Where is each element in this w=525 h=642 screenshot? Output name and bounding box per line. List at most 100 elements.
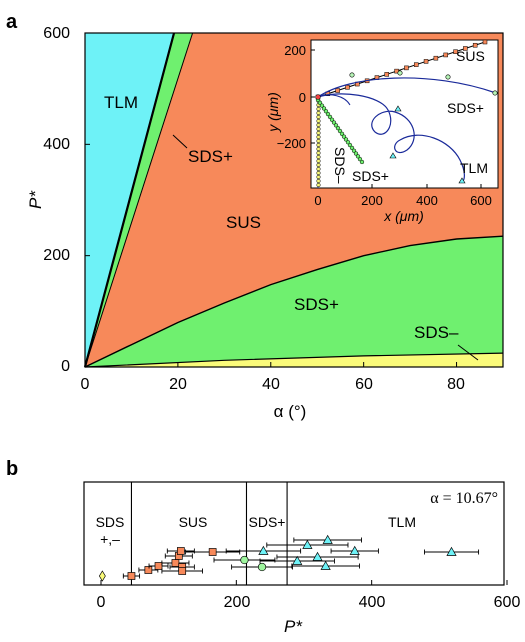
inset-marker-sds-minus <box>316 146 321 152</box>
inset-ytick-label-0: 0 <box>299 90 306 105</box>
inset-marker-sus <box>345 85 350 90</box>
panel-b-label: b <box>6 458 18 480</box>
panel-a-ticks <box>84 32 458 368</box>
b-label-sds-plus: SDS+ <box>249 514 286 530</box>
inset-label-sds-plus-right: SDS+ <box>447 100 484 116</box>
inset-ytick-label-200: 200 <box>284 43 306 58</box>
sds-plus-pointer <box>172 134 188 149</box>
b-alpha-annotation: α = 10.67° <box>430 490 498 507</box>
b-point-tlm <box>312 551 323 561</box>
a-ytick-200: 200 <box>43 247 70 264</box>
inset-marker-sus <box>413 62 419 67</box>
inset-marker-sds-minus <box>316 134 321 140</box>
a-ytick-0: 0 <box>61 358 70 375</box>
inset-traj-sds-plus-right <box>317 77 497 98</box>
region-label-sus: SUS <box>226 213 261 232</box>
inset-marker-sus <box>404 65 409 71</box>
b-point-tlm <box>302 539 313 549</box>
region-label-sds-minus: SDS– <box>414 323 459 342</box>
boundary-sds-minus <box>84 352 504 368</box>
inset-ylabel: y (μm) <box>265 92 281 133</box>
inset-marker-sds-minus <box>316 142 321 148</box>
boundary-sds-plus <box>84 32 194 368</box>
b-point-sds-plus <box>240 555 249 565</box>
a-ytick-400: 400 <box>43 136 70 153</box>
b-point-sus <box>208 548 217 556</box>
a-xtick-0: 0 <box>81 376 90 393</box>
inset-marker-sus <box>463 46 468 51</box>
inset-marker-sds-minus <box>316 114 321 120</box>
inset-marker-sus <box>472 42 478 48</box>
b-point-tlm <box>349 545 360 555</box>
boundary-tlm <box>83 32 176 368</box>
inset-marker-sds-minus <box>316 118 321 124</box>
inset-marker-sus <box>384 72 390 77</box>
inset-marker-sds-minus <box>316 178 321 184</box>
b-point-tlm <box>292 555 303 565</box>
region-label-sds-plus-lower: SDS+ <box>294 295 339 314</box>
a-xtick-60: 60 <box>355 376 373 393</box>
panel-b-boundaries <box>100 482 508 585</box>
inset-marker-sus <box>433 55 439 61</box>
inset-marker-sds-minus <box>316 110 321 116</box>
inset-label-sds-plus-bottom: SDS+ <box>352 168 389 184</box>
inset-marker-sds-plus <box>445 74 451 80</box>
inset-marker-tlm <box>394 105 402 112</box>
region-sds-plus-lower <box>85 236 503 367</box>
inset-marker-tlm <box>458 177 466 184</box>
inset-sus-markers <box>315 39 488 100</box>
b-xtick-0: 0 <box>97 594 106 611</box>
inset-marker-sds-plus-bottom <box>359 159 365 165</box>
b-point-sds-pm <box>98 570 106 582</box>
inset-marker-sus <box>335 88 340 93</box>
inset-marker-sds-minus <box>316 166 321 172</box>
b-point-tlm <box>446 546 457 556</box>
inset-marker-sds-minus <box>316 158 321 164</box>
b-label-sds-pm-bottom: +,– <box>100 531 120 547</box>
inset-marker-sds-minus <box>316 126 321 132</box>
inset-marker-sds-minus <box>316 182 321 188</box>
inset-xtick-label-200: 200 <box>361 193 383 208</box>
b-label-tlm: TLM <box>388 514 416 530</box>
boundary-sus <box>84 235 504 368</box>
inset-label-tlm: TLM <box>460 160 488 176</box>
b-point-sus <box>171 559 180 567</box>
panel-a-label: a <box>6 11 18 33</box>
inset-marker-sus <box>423 59 429 64</box>
inset-marker-sds-minus <box>316 154 321 160</box>
panel-b-points <box>98 534 480 582</box>
region-label-tlm: TLM <box>104 93 138 112</box>
inset-label-sds-minus: SDS– <box>332 147 348 184</box>
inset-xlabel: x (μm) <box>383 208 424 224</box>
inset-marker-sus <box>453 49 458 54</box>
b-point-sds-plus <box>257 562 267 572</box>
b-point-sus <box>144 566 153 574</box>
inset-traj-tlm-start <box>317 94 351 106</box>
a-xlabel: α (°) <box>274 402 307 421</box>
inset-marker-sds-plus <box>492 90 498 96</box>
inset-frame <box>310 39 499 189</box>
a-xtick-80: 80 <box>447 376 465 393</box>
inset-marker-sus <box>482 39 488 45</box>
inset-marker-sds-minus <box>316 162 321 168</box>
b-point-sus <box>178 567 187 575</box>
inset-marker-tlm <box>389 152 397 159</box>
b-label-sds-pm-top: SDS <box>96 514 125 530</box>
inset-xtick-label-600: 600 <box>470 193 492 208</box>
b-point-tlm <box>258 545 269 555</box>
panel-b-plot <box>83 481 508 586</box>
inset-marker-sds-minus <box>316 106 321 112</box>
b-xlabel: P* <box>284 617 303 636</box>
b-xtick-600: 600 <box>494 594 521 611</box>
inset-marker-sds-minus <box>316 122 321 128</box>
inset-marker-sds-plus <box>349 72 355 78</box>
inset-marker-sds-minus <box>316 130 321 136</box>
b-xtick-400: 400 <box>359 594 386 611</box>
inset-marker-sds-minus <box>316 138 321 144</box>
inset-xtick-label-0: 0 <box>314 193 321 208</box>
inset-marker-sds-plus <box>397 70 403 76</box>
sds-minus-pointer <box>457 344 479 361</box>
b-label-sus: SUS <box>179 514 208 530</box>
panel-b-frame <box>83 481 505 586</box>
